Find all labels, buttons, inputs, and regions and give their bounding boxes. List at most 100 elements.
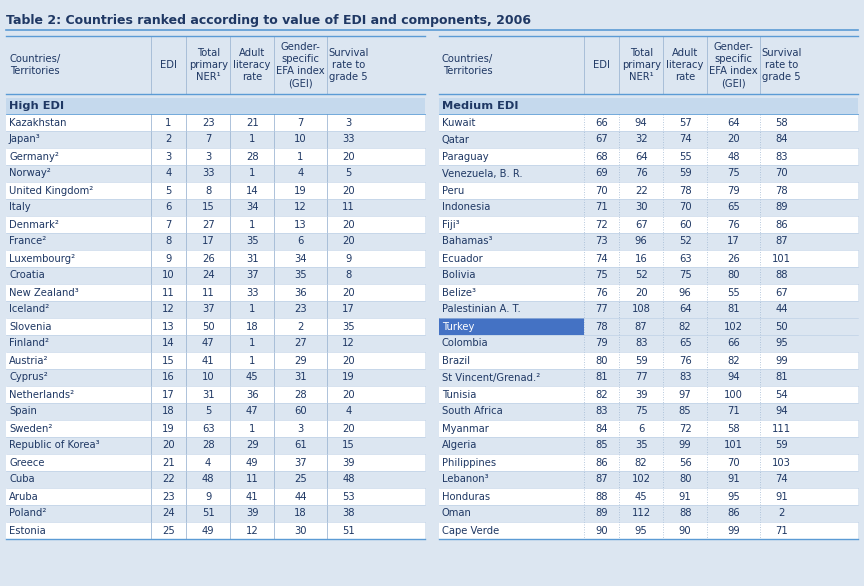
Text: Bahamas³: Bahamas³: [442, 237, 492, 247]
Text: 48: 48: [342, 475, 355, 485]
Text: 14: 14: [246, 186, 258, 196]
Text: 16: 16: [162, 373, 175, 383]
Text: 35: 35: [246, 237, 258, 247]
Bar: [6, 505, 425, 522]
Text: Spain: Spain: [9, 407, 37, 417]
Text: 50: 50: [775, 322, 788, 332]
Text: 11: 11: [202, 288, 214, 298]
Text: Norway²: Norway²: [9, 169, 51, 179]
Text: 87: 87: [775, 237, 788, 247]
Text: 32: 32: [635, 135, 647, 145]
Text: 2: 2: [165, 135, 172, 145]
Text: 57: 57: [679, 118, 691, 128]
Text: 101: 101: [724, 441, 743, 451]
Text: 15: 15: [162, 356, 175, 366]
Text: Sweden²: Sweden²: [9, 424, 53, 434]
Text: 33: 33: [246, 288, 258, 298]
Text: Ecuador: Ecuador: [442, 254, 483, 264]
Text: 84: 84: [775, 135, 788, 145]
Text: 71: 71: [727, 407, 740, 417]
Text: 59: 59: [635, 356, 647, 366]
Text: 45: 45: [246, 373, 258, 383]
Text: 76: 76: [595, 288, 607, 298]
Text: 60: 60: [679, 220, 691, 230]
Text: Cape Verde: Cape Verde: [442, 526, 499, 536]
Text: 23: 23: [162, 492, 175, 502]
Text: 71: 71: [595, 203, 607, 213]
Text: 94: 94: [727, 373, 740, 383]
Text: 36: 36: [294, 288, 307, 298]
Text: 25: 25: [162, 526, 175, 536]
Text: 5: 5: [205, 407, 212, 417]
Text: 1: 1: [249, 220, 256, 230]
Text: Iceland²: Iceland²: [9, 305, 49, 315]
Text: United Kingdom²: United Kingdom²: [9, 186, 93, 196]
Text: 82: 82: [635, 458, 647, 468]
Text: 25: 25: [294, 475, 307, 485]
Text: 28: 28: [294, 390, 307, 400]
Text: Venezuela, B. R.: Venezuela, B. R.: [442, 169, 523, 179]
Text: 52: 52: [635, 271, 647, 281]
Text: 31: 31: [294, 373, 307, 383]
Text: 1: 1: [249, 135, 256, 145]
Text: 2: 2: [297, 322, 303, 332]
Text: 14: 14: [162, 339, 175, 349]
Text: 89: 89: [775, 203, 788, 213]
Bar: [439, 199, 858, 216]
Text: Greece: Greece: [9, 458, 45, 468]
Text: 83: 83: [595, 407, 607, 417]
Bar: [6, 182, 425, 199]
Text: Paraguay: Paraguay: [442, 152, 489, 162]
Text: 3: 3: [165, 152, 171, 162]
Bar: [6, 318, 425, 335]
Text: 21: 21: [162, 458, 175, 468]
Bar: [439, 318, 583, 335]
Text: 44: 44: [775, 305, 788, 315]
Bar: [439, 148, 858, 165]
Text: 108: 108: [632, 305, 651, 315]
Bar: [6, 352, 425, 369]
Text: Honduras: Honduras: [442, 492, 490, 502]
Text: 78: 78: [595, 322, 607, 332]
Text: 15: 15: [202, 203, 214, 213]
Text: 91: 91: [679, 492, 691, 502]
Text: 74: 74: [775, 475, 788, 485]
Text: 102: 102: [632, 475, 651, 485]
Text: 86: 86: [595, 458, 607, 468]
Bar: [6, 437, 425, 454]
Text: Croatia: Croatia: [9, 271, 45, 281]
Text: 65: 65: [727, 203, 740, 213]
Text: 1: 1: [165, 118, 172, 128]
Text: 80: 80: [595, 356, 607, 366]
Text: Oman: Oman: [442, 509, 472, 519]
Text: 17: 17: [727, 237, 740, 247]
Text: 67: 67: [595, 135, 607, 145]
Text: 59: 59: [775, 441, 788, 451]
Text: 64: 64: [635, 152, 647, 162]
Bar: [6, 199, 425, 216]
Text: 27: 27: [294, 339, 307, 349]
Text: 63: 63: [202, 424, 214, 434]
Text: 80: 80: [679, 475, 691, 485]
Text: 90: 90: [595, 526, 607, 536]
Text: 11: 11: [342, 203, 355, 213]
Text: 66: 66: [727, 339, 740, 349]
Bar: [439, 165, 858, 182]
Text: 20: 20: [342, 237, 355, 247]
Text: 20: 20: [342, 356, 355, 366]
Text: 17: 17: [202, 237, 214, 247]
Text: Luxembourg²: Luxembourg²: [9, 254, 75, 264]
Text: Fiji³: Fiji³: [442, 220, 460, 230]
Text: 41: 41: [202, 356, 214, 366]
Text: Peru: Peru: [442, 186, 464, 196]
Text: 10: 10: [294, 135, 307, 145]
Text: 91: 91: [775, 492, 788, 502]
Text: 75: 75: [727, 169, 740, 179]
Text: 96: 96: [679, 288, 691, 298]
Bar: [439, 233, 858, 250]
Text: 20: 20: [342, 220, 355, 230]
Text: Belize³: Belize³: [442, 288, 476, 298]
Text: 78: 78: [775, 186, 788, 196]
Text: 88: 88: [775, 271, 788, 281]
Text: 58: 58: [775, 118, 788, 128]
